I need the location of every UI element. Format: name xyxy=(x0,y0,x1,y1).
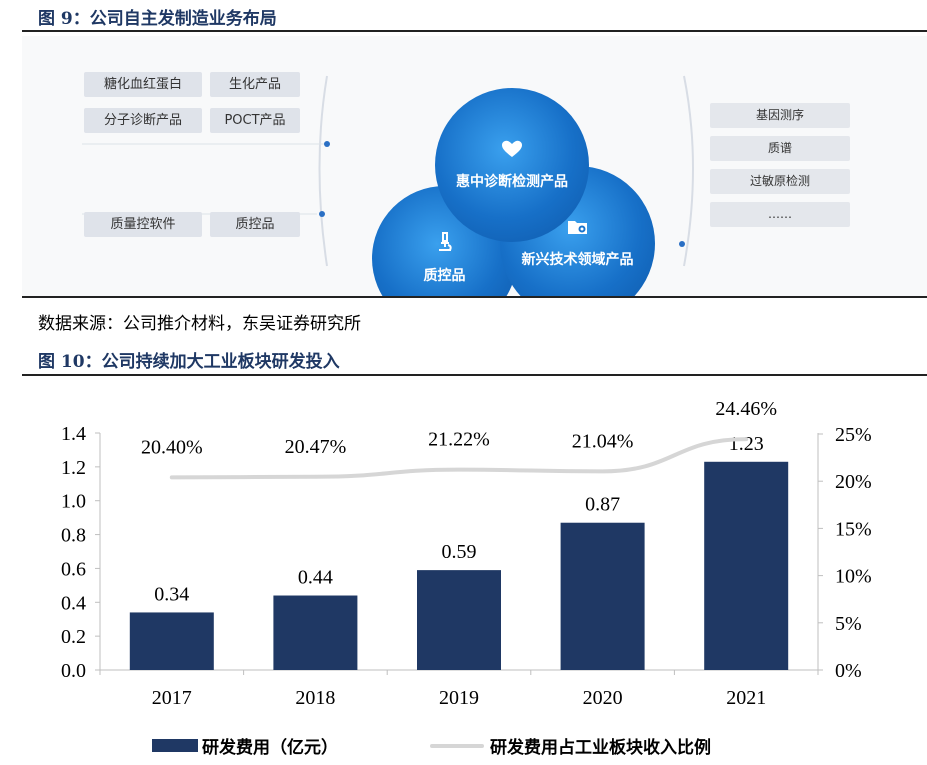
x-tick-label: 2018 xyxy=(295,687,335,709)
tag-gene-seq: 基因测序 xyxy=(710,103,850,128)
folder-gear-icon xyxy=(567,218,589,241)
circle-diagnostics-label: 惠中诊断检测产品 xyxy=(456,173,568,190)
y-tick-label-right: 0% xyxy=(835,660,862,682)
tag-qc-product: 质控品 xyxy=(210,212,300,237)
tag-qc-software: 质量控软件 xyxy=(84,212,202,237)
tag-mass-spec: 质谱 xyxy=(710,136,850,161)
circle-qc-label: 质控品 xyxy=(423,268,466,284)
x-tick-label: 2019 xyxy=(439,687,479,709)
figure-9-source: 数据来源：公司推介材料，东吴证券研究所 xyxy=(38,314,361,334)
bar xyxy=(273,595,358,670)
bar-value-label: 0.87 xyxy=(585,494,620,516)
title-rule-2 xyxy=(22,374,927,376)
ratio-line xyxy=(169,437,749,480)
rd-expense-chart: 0.0 0.2 0.4 0.6 0.8 1.0 1.2 1.4 0% 5% 10% 15% 20% 25%… xyxy=(61,398,872,709)
tag-allergen: 过敏原检测 xyxy=(710,169,850,194)
line-value-label: 20.47% xyxy=(285,436,347,458)
circle-diagnostics: 惠中诊断检测产品 xyxy=(435,88,589,242)
y-tick-label-left: 1.4 xyxy=(61,423,86,445)
x-tick-label: 2020 xyxy=(583,687,623,709)
legend-line: 研发费用占工业板块收入比例 xyxy=(430,733,711,758)
bar-value-label: 0.59 xyxy=(442,541,477,563)
figure-10-title: 图 10：公司持续加大工业板块研发投入 xyxy=(38,352,340,372)
tag-biochem: 生化产品 xyxy=(210,72,300,97)
line-value-label: 21.22% xyxy=(428,429,490,451)
y-tick-label-left: 1.2 xyxy=(61,457,86,479)
bar-value-label: 1.23 xyxy=(729,433,764,455)
legend-line-swatch xyxy=(430,743,484,748)
line-value-label: 24.46% xyxy=(715,398,777,420)
x-tick-label: 2017 xyxy=(152,687,192,709)
bar-value-label: 0.44 xyxy=(298,567,333,589)
bar xyxy=(704,461,789,670)
y-tick-label-right: 20% xyxy=(835,471,872,493)
tag-poct: POCT产品 xyxy=(210,108,300,133)
y-tick-label-right: 5% xyxy=(835,613,862,635)
y-tick-label-left: 0.8 xyxy=(61,525,86,547)
y-tick-label-right: 15% xyxy=(835,518,872,540)
y-tick-label-left: 1.0 xyxy=(61,491,86,513)
line-value-label: 21.04% xyxy=(572,430,634,452)
bar-value-label: 0.34 xyxy=(154,583,189,605)
figure-9-title: 图 9：公司自主发制造业务布局 xyxy=(38,9,277,29)
title-rule xyxy=(22,30,927,32)
microscope-icon xyxy=(436,232,454,257)
legend-bar-label: 研发费用（亿元） xyxy=(202,738,338,758)
legend-bar: 研发费用（亿元） xyxy=(152,733,338,758)
bar xyxy=(129,612,214,670)
line-value-label: 20.40% xyxy=(141,436,203,458)
y-tick-label-left: 0.4 xyxy=(61,592,86,614)
bar xyxy=(560,522,645,670)
y-tick-label-left: 0.6 xyxy=(61,558,86,580)
y-tick-label-left: 0.0 xyxy=(61,660,86,682)
x-tick-label: 2021 xyxy=(726,687,766,709)
y-tick-label-right: 10% xyxy=(835,566,872,588)
legend-bar-swatch xyxy=(152,739,198,752)
handshake-heart-icon xyxy=(501,140,523,163)
tag-hba1c: 糖化血红蛋白 xyxy=(84,72,202,97)
legend-line-label: 研发费用占工业板块收入比例 xyxy=(490,738,711,758)
tag-more: …… xyxy=(710,202,850,227)
diagram-rule xyxy=(22,296,927,298)
tag-molecular: 分子诊断产品 xyxy=(84,108,202,133)
business-layout-diagram: 糖化血红蛋白 生化产品 分子诊断产品 POCT产品 质量控软件 质控品 基因测序… xyxy=(22,36,927,296)
y-tick-label-right: 25% xyxy=(835,424,872,446)
bar xyxy=(417,570,501,670)
circle-emerging-label: 新兴技术领域产品 xyxy=(521,252,634,268)
y-tick-label-left: 0.2 xyxy=(61,626,86,648)
